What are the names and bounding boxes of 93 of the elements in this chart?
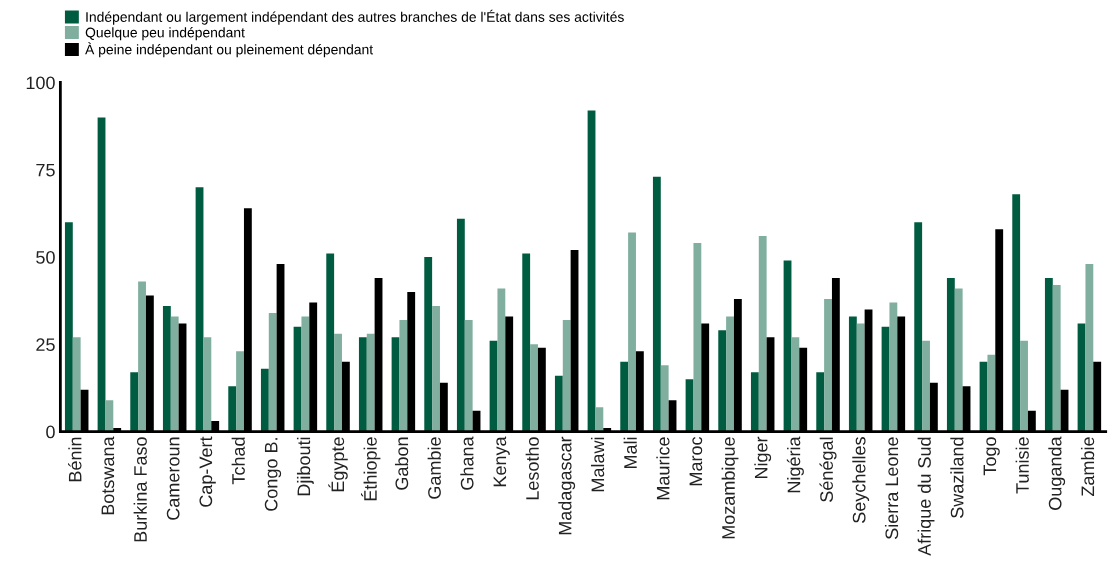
- bar: [424, 257, 433, 432]
- bar: [914, 222, 923, 432]
- bar: [72, 337, 81, 432]
- bar: [595, 407, 604, 432]
- legend-label: À peine indépendant ou pleinement dépendant: [85, 42, 374, 58]
- x-tick-label: Tunisie: [1015, 437, 1029, 494]
- x-tick-label: Mali: [623, 437, 637, 469]
- bar: [726, 316, 734, 432]
- x-tick-label: Malawi: [590, 437, 605, 492]
- bar: [816, 372, 825, 432]
- bar: [628, 232, 636, 432]
- bar: [1052, 284, 1061, 432]
- x-tick-label: Maroc: [689, 436, 703, 486]
- bar: [562, 319, 571, 432]
- x-tick-label: Niger: [754, 436, 772, 479]
- bar: [791, 337, 800, 432]
- bar: [456, 218, 465, 432]
- bar: [652, 176, 661, 432]
- y-tick-label: 0: [46, 425, 55, 439]
- bar: [301, 316, 310, 432]
- bar: [464, 319, 473, 432]
- bar: [946, 278, 955, 432]
- legend-label: Indépendant ou largement indépendant des autres branches de l'État dans ses activités: [86, 9, 624, 25]
- bar: [64, 222, 73, 432]
- bar: [1044, 278, 1053, 432]
- x-tick-label: Cap-Vert: [199, 436, 216, 507]
- bar: [162, 305, 171, 432]
- x-tick-label: Nigéria: [786, 436, 804, 493]
- legend-label: Quelque peu indépendant: [85, 27, 245, 41]
- x-tick-label: Gabon: [394, 437, 409, 490]
- x-tick-label: Gambie: [427, 437, 441, 499]
- x-tick-label: Afrique du Sud: [917, 437, 935, 556]
- bar: [620, 361, 629, 432]
- bar: [889, 302, 898, 432]
- y-tick-label: 50: [36, 250, 55, 264]
- bar: [1012, 194, 1021, 432]
- x-tick-label: Bénin: [68, 437, 82, 482]
- bar: [334, 333, 342, 432]
- x-tick-label: Sierra Leone: [884, 437, 899, 540]
- bar: [170, 316, 179, 432]
- x-tick-label: Sénégal: [819, 437, 837, 502]
- bar: [105, 400, 114, 432]
- bar: [718, 330, 727, 432]
- bar: [399, 319, 408, 432]
- bar: [530, 344, 538, 432]
- bar: [432, 305, 440, 432]
- bar: [1020, 340, 1028, 432]
- bar: [236, 351, 244, 432]
- bar: [1085, 264, 1094, 432]
- bar: [922, 340, 930, 432]
- bar: [366, 333, 375, 432]
- x-tick-label: Maurice: [656, 437, 670, 500]
- bar: [758, 236, 767, 432]
- bar: [987, 354, 996, 432]
- bar: [824, 298, 832, 432]
- x-tick-label: Lesotho: [525, 437, 539, 500]
- x-tick-label: Cameroun: [166, 437, 180, 520]
- bar: [856, 323, 865, 432]
- bar: [326, 253, 335, 432]
- bar: [358, 337, 367, 432]
- x-tick-label: Mozambique: [721, 437, 739, 539]
- bar: [693, 243, 702, 432]
- bar: [750, 372, 759, 432]
- bar: [203, 337, 212, 432]
- bar: [522, 253, 531, 432]
- bar: [260, 368, 269, 432]
- x-tick-label: Congo B.: [264, 438, 282, 511]
- bar: [268, 312, 277, 432]
- x-tick-label: Égypte: [328, 437, 348, 492]
- x-tick-label: Swaziland: [950, 437, 964, 518]
- x-tick-label: Tchad: [231, 437, 245, 485]
- x-tick-label: Ouganda: [1048, 436, 1066, 510]
- x-tick-label: Éthiopie: [361, 437, 381, 501]
- x-tick-label: Burkina Faso: [133, 437, 147, 542]
- x-tick-label: Madagascar: [558, 436, 576, 535]
- y-tick-label: 25: [36, 338, 55, 352]
- x-tick-label: Kenya: [493, 436, 510, 487]
- x-tick-label: Togo: [983, 437, 1000, 476]
- x-tick-label: Zambie: [1080, 437, 1095, 497]
- x-tick-label: Djibouti: [296, 437, 314, 496]
- bar: [954, 288, 963, 432]
- x-tick-label: Seychelles: [852, 437, 870, 523]
- bar: [228, 386, 237, 432]
- bar: [660, 365, 669, 432]
- bar: [848, 316, 857, 432]
- bar: [138, 281, 146, 432]
- y-tick-label: 100: [26, 76, 55, 90]
- bar: [497, 288, 506, 432]
- x-tick-label: Ghana: [460, 436, 474, 490]
- x-tick-label: Botswana: [101, 436, 115, 515]
- y-tick-label: 75: [36, 163, 55, 177]
- bar: [130, 372, 139, 432]
- bar: [554, 375, 563, 432]
